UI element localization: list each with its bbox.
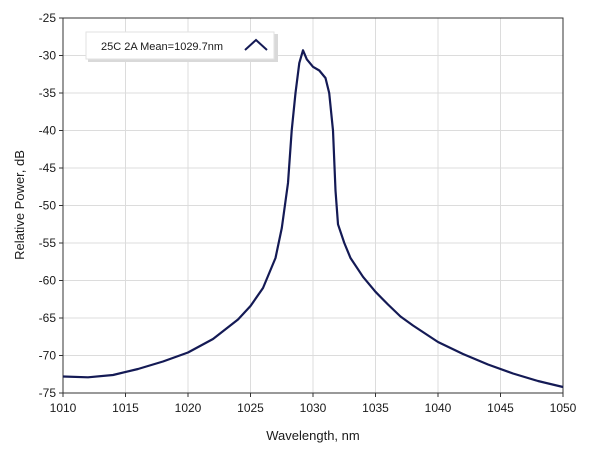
x-tick-label: 1040 bbox=[425, 401, 452, 415]
legend: 25C 2A Mean=1029.7nm bbox=[85, 31, 278, 62]
x-tick-label: 1050 bbox=[550, 401, 577, 415]
legend-label: 25C 2A Mean=1029.7nm bbox=[101, 41, 223, 53]
y-tick-label: -55 bbox=[39, 236, 57, 250]
y-tick-label: -45 bbox=[39, 161, 57, 175]
x-tick-label: 1035 bbox=[362, 401, 389, 415]
x-tick-label: 1025 bbox=[237, 401, 264, 415]
x-tick-label: 1045 bbox=[487, 401, 514, 415]
y-tick-label: -75 bbox=[39, 386, 57, 400]
legend-line-swatch bbox=[244, 38, 268, 51]
spectrum-series-line bbox=[62, 49, 564, 389]
y-tick-label: -70 bbox=[39, 349, 57, 363]
x-tick-label: 1015 bbox=[112, 401, 139, 415]
y-tick-label: -65 bbox=[39, 311, 57, 325]
x-axis-ticks: 1010 1015 1020 1025 1030 1035 1040 1045 1050 bbox=[50, 393, 577, 415]
y-axis-label: Relative Power, dB bbox=[12, 150, 27, 260]
y-tick-label: -60 bbox=[39, 274, 57, 288]
x-tick-label: 1010 bbox=[50, 401, 77, 415]
x-tick-label: 1030 bbox=[300, 401, 327, 415]
y-tick-label: -35 bbox=[39, 86, 57, 100]
y-tick-label: -30 bbox=[39, 49, 57, 63]
legend-box bbox=[85, 31, 275, 60]
y-tick-label: -25 bbox=[39, 11, 57, 25]
x-tick-label: 1020 bbox=[175, 401, 202, 415]
y-axis-ticks: -25 -30 -35 -40 -45 -50 -55 -60 -65 -70 -75 bbox=[39, 11, 63, 400]
y-tick-label: -40 bbox=[39, 124, 57, 138]
x-axis-label: Wavelength, nm bbox=[266, 428, 359, 443]
series-layer bbox=[62, 49, 564, 389]
y-tick-label: -50 bbox=[39, 199, 57, 213]
